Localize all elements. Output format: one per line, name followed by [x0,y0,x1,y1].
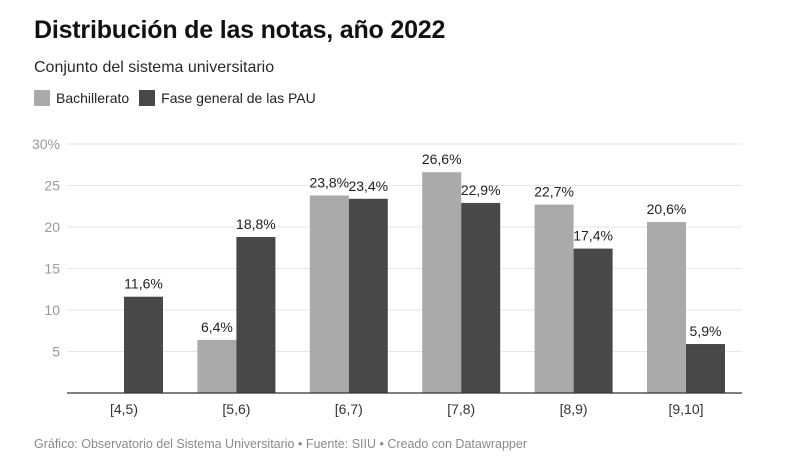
x-tick-label: [7,8) [447,401,475,417]
chart-title: Distribución de las notas, año 2022 [34,16,446,44]
data-label: 11,6% [124,276,163,292]
x-tick-label: [8,9) [560,401,588,417]
bar-pau [573,248,613,393]
legend: Bachillerato Fase general de las PAU [34,90,326,106]
data-label: 5,9% [690,323,722,339]
data-label: 17,4% [573,228,613,244]
y-tick-label: 20 [44,219,60,235]
x-tick-label: [6,7) [335,401,363,417]
bar-bachillerato [422,172,462,393]
chart-footer: Gráfico: Observatorio del Sistema Univer… [34,437,527,451]
bar-bachillerato [647,222,686,393]
legend-swatch-pau [139,90,156,106]
bar-pau [236,236,276,393]
bar-bachillerato [309,195,349,393]
chart-subtitle: Conjunto del sistema universitario [34,59,275,76]
x-tick-label: [9,10] [668,401,703,417]
legend-item-bachillerato: Bachillerato [34,90,129,106]
data-label: 23,4% [348,178,388,194]
data-label: 18,8% [236,216,276,232]
y-tick-label: 30% [32,136,60,152]
data-label: 22,9% [461,182,501,198]
y-tick-label: 25 [44,178,60,194]
legend-swatch-bachillerato [34,90,50,106]
data-label: 23,8% [309,174,349,190]
data-label: 26,6% [422,151,462,167]
bar-pau [686,344,725,393]
bar-pau [461,202,501,393]
bar-pau [124,296,163,393]
data-label: 6,4% [201,319,233,335]
data-label: 22,7% [534,184,574,200]
data-label: 20,6% [647,201,687,217]
y-tick-label: 10 [44,302,60,318]
bar-pau [348,198,388,393]
x-tick-label: [5,6) [222,401,250,417]
x-tick-label: [4,5) [110,401,138,417]
y-tick-label: 15 [44,261,60,277]
legend-item-pau: Fase general de las PAU [139,90,316,106]
bar-bachillerato [197,339,237,393]
y-tick-label: 5 [52,344,60,360]
legend-label-bachillerato: Bachillerato [56,90,130,106]
bar-bachillerato [534,204,574,393]
legend-label-pau: Fase general de las PAU [161,90,316,106]
